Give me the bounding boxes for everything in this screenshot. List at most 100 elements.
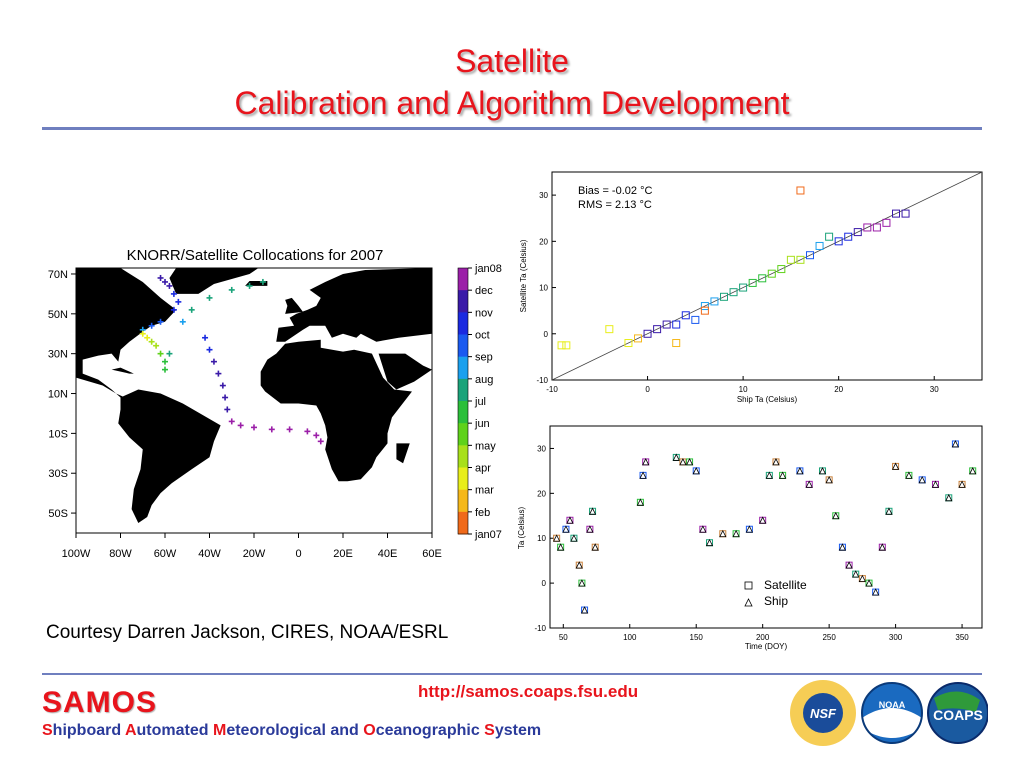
scatter-point [844, 232, 853, 241]
bias-annotation: Bias = -0.02 °C [578, 185, 652, 197]
samos-subtitle-initial: O [363, 722, 376, 739]
lon-tick-label: 60E [422, 548, 442, 560]
ship-point [679, 458, 687, 466]
ts-y-tick: -10 [534, 624, 546, 633]
scatter-point [643, 329, 652, 338]
ts-x-tick: 300 [889, 633, 903, 642]
ship-point [552, 534, 561, 542]
colorbar-label: oct [475, 330, 490, 342]
scatter-point [815, 241, 824, 250]
ship-point [969, 466, 977, 475]
ts-y-tick: 10 [537, 534, 546, 543]
scatter-point [634, 334, 642, 343]
scatter-point [729, 288, 738, 297]
track-point [210, 358, 217, 365]
ship-point [672, 453, 680, 461]
landmass [396, 443, 410, 464]
track-point [157, 318, 164, 325]
track-point [166, 282, 173, 289]
scatter-x-tick: 10 [739, 385, 748, 394]
ts-x-tick: 200 [756, 633, 770, 642]
scatter-xlabel: Ship Ta (Celsius) [737, 395, 798, 404]
rms-annotation: RMS = 2.13 °C [578, 199, 652, 211]
slide-title-line2: Calibration and Algorithm Development [234, 85, 790, 121]
samos-subtitle-word: eteorological and [226, 722, 364, 739]
scatter-point [720, 292, 728, 301]
ship-point [570, 534, 578, 542]
ship-point [636, 498, 645, 506]
track-point [202, 334, 209, 341]
scatter-x-tick: 20 [834, 385, 843, 394]
colorbar-label: jan07 [474, 529, 502, 541]
track-point [313, 432, 320, 439]
ship-point [945, 493, 953, 502]
scatter-point [557, 341, 566, 350]
ship-point [958, 480, 966, 488]
ship-point [796, 466, 804, 475]
lat-tick-label: 70N [48, 269, 68, 281]
lat-tick-label: 50S [48, 508, 68, 520]
lat-tick-label: 50N [48, 309, 68, 321]
landmass [169, 268, 259, 294]
colorbar-segment [458, 378, 468, 402]
scatter-point [710, 297, 719, 306]
ship-point [586, 525, 594, 533]
scatter-y-tick: 10 [539, 284, 548, 293]
track-point [228, 418, 235, 425]
scatter-point [796, 255, 805, 264]
scatter-point [605, 325, 614, 334]
bias-scatter-plot: -10 0 10 20 30 -10 0 10 20 30 Bias = -0.02 °C RMS… [519, 171, 983, 404]
lat-tick-label: 30N [48, 349, 68, 361]
scatter-point [767, 269, 776, 278]
ship-point [562, 525, 570, 533]
colorbar-label: jan08 [474, 263, 502, 275]
scatter-point [901, 209, 910, 218]
time-series-plot: 50 100 150 200 250 300 350 -10 0 10 20 30 Satellite… [517, 425, 983, 651]
track-point [206, 346, 213, 353]
scatter-point [662, 320, 671, 329]
scatter-point [681, 311, 690, 320]
map-landmasses [76, 268, 432, 524]
track-point [317, 438, 324, 445]
scatter-point [700, 302, 709, 311]
landmass [76, 268, 177, 398]
ship-point [838, 543, 847, 551]
track-point [268, 426, 275, 433]
track-point [162, 278, 168, 285]
track-point [222, 394, 229, 401]
track-point [175, 298, 182, 305]
scatter-x-tick: -10 [546, 385, 558, 394]
lon-tick-label: 40W [198, 548, 221, 560]
svg-text:COAPS: COAPS [933, 707, 983, 723]
samos-subtitle-word: utomated [136, 722, 213, 739]
lon-tick-label: 20E [333, 548, 353, 560]
scatter-point [786, 255, 795, 264]
track-point [251, 424, 257, 431]
map-title: KNORR/Satellite Collocations for 2007 [127, 247, 384, 264]
scatter-point [853, 228, 862, 237]
track-point [148, 338, 155, 345]
lon-tick-label: 40E [378, 548, 398, 560]
svg-text:NSF: NSF [810, 706, 837, 721]
ts-x-tick: 50 [559, 633, 568, 642]
ship-point [556, 543, 565, 551]
ts-x-tick: 350 [955, 633, 969, 642]
scatter-point [777, 265, 786, 274]
courtesy-credit: Courtesy Darren Jackson, CIRES, NOAA/ESR… [46, 622, 449, 643]
lat-tick-label: 10S [48, 428, 68, 440]
ship-point [719, 529, 727, 538]
track-point [215, 370, 222, 377]
track-point [188, 306, 195, 313]
scatter-point [834, 237, 843, 246]
ts-ylabel: Ta (Celsius) [517, 507, 526, 550]
track-point [206, 294, 213, 301]
track-point [166, 350, 173, 357]
colorbar-segment [458, 489, 468, 513]
scatter-x-tick: 30 [930, 385, 939, 394]
ts-x-tick: 250 [822, 633, 836, 642]
ship-point [858, 574, 867, 583]
samos-url-link[interactable]: http://samos.coaps.fsu.edu [418, 682, 639, 701]
scatter-y-tick: 0 [544, 330, 549, 339]
track-point [228, 286, 235, 293]
track-point [286, 426, 293, 433]
